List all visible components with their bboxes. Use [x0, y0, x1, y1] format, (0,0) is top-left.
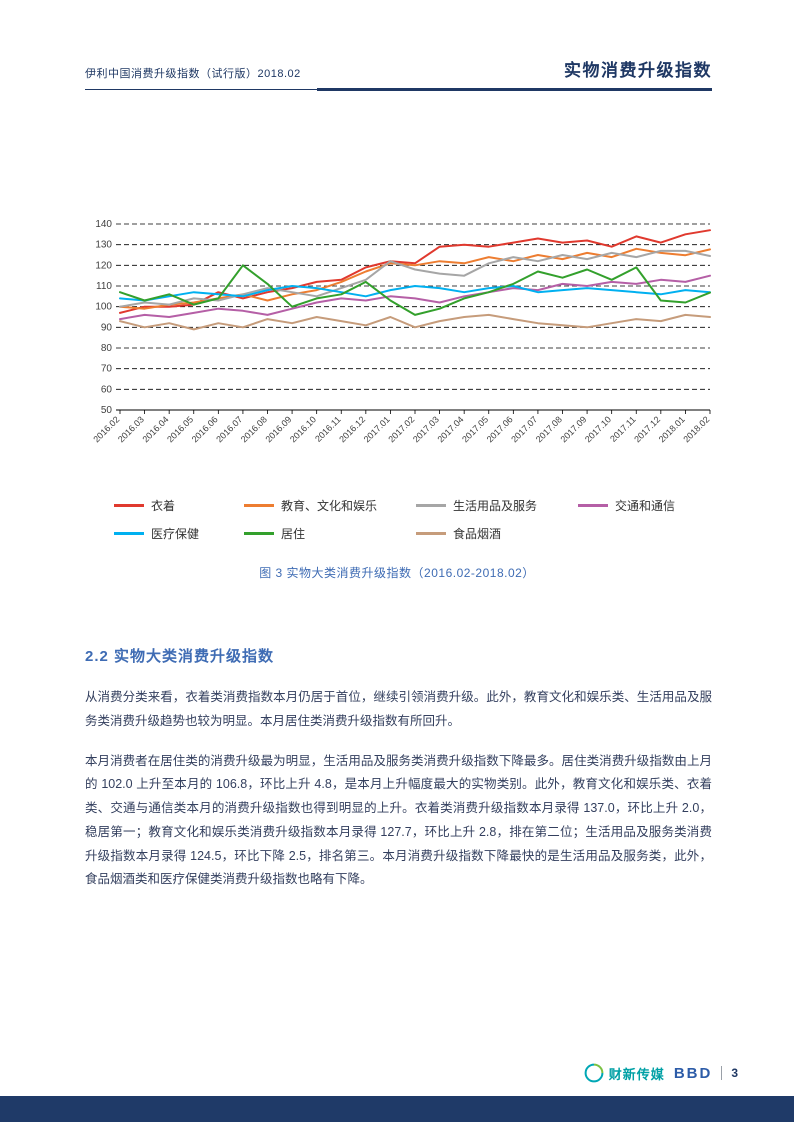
x-tick-label: 2017.10: [583, 414, 613, 444]
x-tick-label: 2018.01: [657, 414, 687, 444]
footer: 财新传媒 BBD 3: [584, 1063, 738, 1083]
y-tick-label: 50: [101, 405, 113, 416]
y-tick-label: 90: [101, 322, 113, 333]
x-tick-label: 2016.03: [116, 414, 146, 444]
line-chart-area: 50 60 70 80 90 100 110 120 130 140 2016.02 2016.03 2…: [78, 212, 722, 472]
header-divider: [85, 88, 712, 91]
legend-item-教育、文化和娱乐: 教育、文化和娱乐: [244, 497, 416, 514]
y-tick-label: 100: [95, 302, 112, 313]
legend-label: 生活用品及服务: [453, 499, 538, 513]
legend-label: 居住: [281, 527, 306, 541]
chart-legend: 衣着 教育、文化和娱乐 生活用品及服务 交通和通信医疗保健 居住 食品烟酒: [114, 497, 728, 542]
series-line-食品烟酒: [119, 313, 711, 331]
y-tick-label: 70: [101, 364, 113, 375]
x-tick-label: 2016.05: [165, 414, 195, 444]
x-tick-label: 2016.07: [214, 414, 244, 444]
x-tick-label: 2017.09: [558, 414, 588, 444]
footer-bar: [0, 1096, 794, 1122]
x-tick-label: 2016.10: [288, 414, 318, 444]
legend-label: 医疗保健: [151, 527, 200, 541]
legend-swatch: [416, 504, 446, 507]
legend-item-居住: 居住: [244, 525, 416, 542]
legend-label: 衣着: [151, 499, 176, 513]
section-heading: 2.2 实物大类消费升级指数: [85, 648, 275, 665]
line-chart: 50607080901001101201301402016.022016.032…: [91, 219, 711, 444]
series-line-生活用品及服务: [119, 249, 711, 308]
x-tick-label: 2016.12: [337, 414, 367, 444]
legend-item-生活用品及服务: 生活用品及服务: [416, 497, 578, 514]
x-tick-label: 2017.07: [509, 414, 539, 444]
bbd-logo-text: BBD: [673, 1064, 713, 1082]
x-tick-label: 2017.08: [534, 414, 564, 444]
footer-separator: [721, 1066, 723, 1080]
legend-item-衣着: 衣着: [114, 497, 244, 514]
legend-swatch: [244, 532, 274, 535]
caixin-swirl-icon: [584, 1063, 604, 1083]
section-content: 2.2 实物大类消费升级指数 从消费分类来看，衣着类消费指数本月仍居于首位，继续…: [85, 645, 712, 908]
legend-label: 交通和通信: [615, 499, 676, 513]
legend-item-食品烟酒: 食品烟酒: [416, 525, 578, 542]
y-tick-label: 120: [95, 260, 112, 271]
x-tick-label: 2016.09: [263, 414, 293, 444]
legend-swatch: [578, 504, 608, 507]
y-tick-label: 60: [101, 384, 113, 395]
y-tick-label: 130: [95, 240, 112, 251]
series-line-交通和通信: [119, 274, 711, 321]
legend-swatch: [114, 532, 144, 535]
caixin-logo-text: 财新传媒: [608, 1066, 665, 1082]
paragraph: 本月消费者在居住类的消费升级最为明显，生活用品及服务类消费升级指数下降最多。居住…: [85, 753, 712, 887]
x-tick-label: 2017.01: [362, 414, 392, 444]
x-tick-label: 2017.05: [460, 414, 490, 444]
legend-label: 教育、文化和娱乐: [281, 499, 378, 513]
x-tick-label: 2016.06: [190, 414, 220, 444]
figure-caption: 图 3 实物大类消费升级指数（2016.02-2018.02）: [259, 566, 535, 580]
legend-item-交通和通信: 交通和通信: [578, 497, 728, 514]
legend-item-医疗保健: 医疗保健: [114, 525, 244, 542]
legend-label: 食品烟酒: [453, 527, 502, 541]
x-tick-label: 2016.08: [239, 414, 269, 444]
series-line-衣着: [119, 229, 711, 314]
header-left-title: 伊利中国消费升级指数（试行版）2018.02: [85, 68, 301, 80]
y-tick-label: 110: [96, 281, 112, 292]
x-tick-label: 2017.06: [485, 414, 515, 444]
y-tick-label: 80: [101, 343, 113, 354]
legend-swatch: [244, 504, 274, 507]
legend-swatch: [114, 504, 144, 507]
x-tick-label: 2017.02: [386, 414, 416, 444]
x-tick-label: 2016.04: [140, 414, 170, 444]
header-right-title: 实物消费升级指数: [564, 61, 712, 80]
series-line-居住: [119, 264, 711, 316]
legend-swatch: [416, 532, 446, 535]
x-tick-label: 2017.04: [435, 414, 465, 444]
y-tick-label: 140: [95, 219, 112, 230]
page-header: 伊利中国消费升级指数（试行版）2018.02 实物消费升级指数: [85, 56, 712, 81]
x-tick-label: 2016.02: [91, 414, 121, 444]
x-tick-label: 2018.02: [681, 414, 711, 444]
x-tick-label: 2017.12: [632, 414, 662, 444]
paragraph: 从消费分类来看，衣着类消费指数本月仍居于首位，继续引领消费升级。此外，教育文化和…: [85, 690, 712, 728]
header-divider-thick: [317, 88, 712, 91]
x-tick-label: 2017.03: [411, 414, 441, 444]
caixin-logo: 财新传媒: [584, 1063, 665, 1083]
page-number: 3: [731, 1066, 738, 1080]
series-line-医疗保健: [119, 285, 711, 302]
